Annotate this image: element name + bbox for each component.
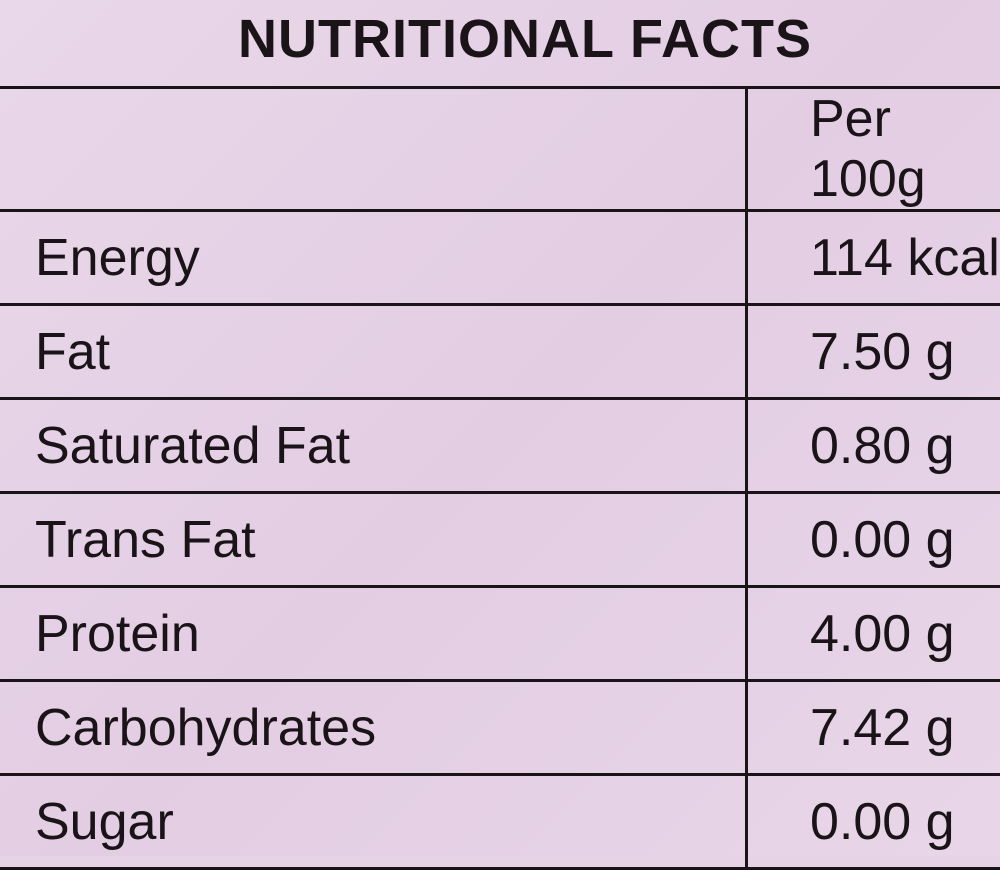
nutrient-cell: Energy <box>0 211 747 305</box>
nutrient-cell: Protein <box>0 587 747 681</box>
value-cell: 0.00 g <box>747 775 1000 869</box>
value-cell: 7.50 g <box>747 305 1000 399</box>
nutrient-cell: Saturated Fat <box>0 399 747 493</box>
value-cell: 4.00 g <box>747 587 1000 681</box>
value-cell: 114 kcal <box>747 211 1000 305</box>
column-header: Per 100g <box>747 88 1000 211</box>
nutrient-cell: Fat <box>0 305 747 399</box>
column-header <box>0 88 747 211</box>
nutrient-cell: Carbohydrates <box>0 681 747 775</box>
value-cell: 0.80 g <box>747 399 1000 493</box>
header-row: Per 100g <box>0 88 1000 211</box>
nutrient-cell: Trans Fat <box>0 493 747 587</box>
title: NUTRITIONAL FACTS <box>0 8 1000 70</box>
value-cell: 7.42 g <box>747 681 1000 775</box>
value-cell: 0.00 g <box>747 493 1000 587</box>
nutrient-cell: Sugar <box>0 775 747 869</box>
